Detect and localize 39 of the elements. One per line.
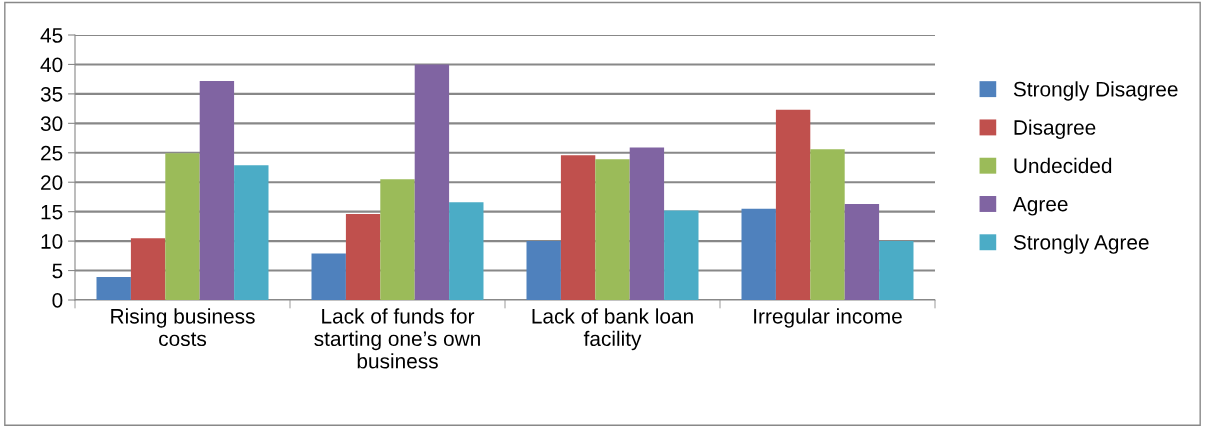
- y-tick-label: 10: [41, 234, 63, 249]
- bar: [629, 147, 665, 300]
- bar: [560, 155, 596, 300]
- legend-label: Disagree: [1014, 119, 1096, 139]
- y-tick-label: 15: [41, 204, 63, 220]
- bar: [199, 80, 235, 300]
- x-tick-label: Lack of bank loan facility: [532, 308, 693, 351]
- bar: [380, 179, 415, 300]
- x-tick-label: Irregular income: [754, 308, 902, 328]
- bar: [414, 64, 450, 300]
- legend-label: Agree: [1012, 196, 1068, 216]
- y-tick-label: 45: [40, 28, 63, 43]
- bar: [664, 210, 699, 300]
- bar: [165, 153, 200, 300]
- bar: [879, 241, 914, 300]
- bar: [844, 204, 880, 300]
- bar: [775, 109, 811, 300]
- legend-label: Strongly Agree: [1013, 234, 1149, 254]
- x-tick-label: Rising business costs: [111, 308, 255, 347]
- y-tick-label: 40: [40, 57, 63, 73]
- bar: [449, 202, 484, 300]
- bar: [741, 208, 776, 300]
- bar: [96, 277, 131, 300]
- y-tick-label: 30: [40, 116, 63, 132]
- bar: [810, 149, 845, 300]
- bar: [311, 253, 346, 300]
- x-tick-label: Lack of funds for starting one’s own business: [314, 308, 480, 369]
- bar: [130, 238, 166, 300]
- y-tick-label: 5: [52, 263, 63, 279]
- y-tick-label: 20: [41, 175, 63, 190]
- bar: [345, 214, 381, 300]
- legend-label: Strongly Disagree: [1013, 81, 1178, 101]
- y-tick-label: 0: [52, 293, 63, 308]
- bar: [234, 165, 269, 300]
- bar: [526, 241, 561, 300]
- bar: [595, 159, 630, 300]
- y-tick-label: 25: [41, 145, 63, 161]
- y-tick-label: 35: [40, 86, 63, 102]
- legend-label: Undecided: [1014, 157, 1112, 174]
